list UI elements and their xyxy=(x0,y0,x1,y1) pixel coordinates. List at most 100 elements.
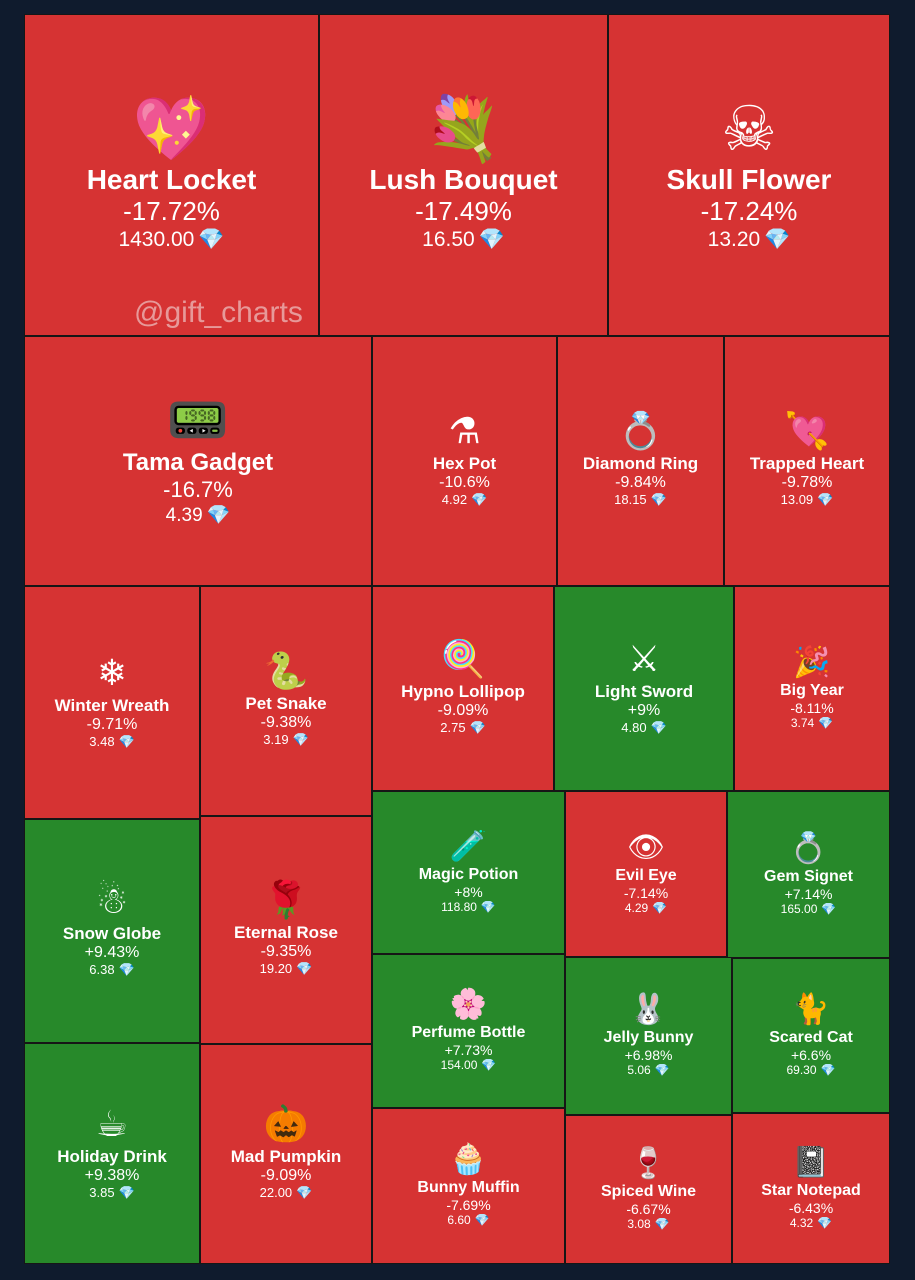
treemap-tile[interactable]: 🌹 Eternal Rose -9.35% 19.20 💎 xyxy=(200,816,372,1044)
tile-change: +9.43% xyxy=(84,944,140,961)
treemap-tile[interactable]: ☃ Snow Globe +9.43% 6.38 💎 xyxy=(24,819,200,1043)
tile-name: Diamond Ring xyxy=(582,454,699,473)
tile-price-value: 1430.00 xyxy=(118,228,195,251)
tile-name: Jelly Bunny xyxy=(603,1029,694,1046)
treemap-tile[interactable]: ⚔ Light Sword +9% 4.80 💎 xyxy=(554,586,734,791)
treemap-tile[interactable]: 📟 Tama Gadget -16.7% 4.39 💎 xyxy=(24,336,372,586)
tile-price: 13.09 💎 xyxy=(781,492,834,508)
tile-name: Heart Locket xyxy=(86,164,257,195)
jelly-bunny-icon: 🐰 xyxy=(629,992,668,1027)
treemap: 💖 Heart Locket -17.72% 1430.00 💎 💐 Lush Bouque… xyxy=(24,14,890,1264)
diamond-icon: 💎 xyxy=(198,227,225,251)
treemap-tile[interactable]: ☠ Skull Flower -17.24% 13.20 💎 xyxy=(608,14,890,336)
tile-price-value: 13.20 xyxy=(707,228,761,251)
tile-name: Winter Wreath xyxy=(54,695,170,715)
muffin-icon: 🧁 xyxy=(449,1142,488,1177)
holiday-drink-icon: ☕ xyxy=(95,1103,129,1145)
tile-change: -17.49% xyxy=(415,196,512,226)
tile-change: -9.35% xyxy=(260,943,312,960)
treemap-tile[interactable]: 🍭 Hypno Lollipop -9.09% 2.75 💎 xyxy=(372,586,554,791)
tile-change: -10.6% xyxy=(439,474,490,491)
diamond-icon: 💎 xyxy=(118,734,135,750)
treemap-tile[interactable]: 💍 Diamond Ring -9.84% 18.15 💎 xyxy=(557,336,724,586)
tile-change: +9.38% xyxy=(84,1166,140,1184)
tile-change: +9% xyxy=(627,701,661,719)
tile-name: Lush Bouquet xyxy=(369,164,558,195)
diamond-icon: 💎 xyxy=(820,1062,836,1077)
tile-name: Big Year xyxy=(780,681,844,699)
treemap-tile[interactable]: ⚗ Hex Pot -10.6% 4.92 💎 xyxy=(372,336,557,586)
tile-name: Scared Cat xyxy=(769,1028,853,1046)
tile-price: 165.00 💎 xyxy=(781,902,837,916)
tile-name: Holiday Drink xyxy=(57,1146,167,1166)
tile-price: 3.08 💎 xyxy=(627,1217,669,1231)
tile-name: Mad Pumpkin xyxy=(230,1147,342,1166)
snow-globe-icon: ☃ xyxy=(95,881,129,922)
cauldron-icon: ⚗ xyxy=(448,411,481,452)
treemap-tile[interactable]: 📓 Star Notepad -6.43% 4.32 💎 xyxy=(732,1113,890,1264)
treemap-tile[interactable]: ❄ Winter Wreath -9.71% 3.48 💎 xyxy=(24,586,200,819)
snake-icon: 🐍 xyxy=(263,651,309,692)
big-year-icon: 🎉 xyxy=(793,644,831,680)
gem-signet-icon: 💍 xyxy=(789,830,828,866)
tile-name: Skull Flower xyxy=(666,164,832,195)
tile-change: +7.14% xyxy=(784,885,833,902)
tile-price: 1430.00 💎 xyxy=(118,227,224,252)
heart-locket-icon: 💖 xyxy=(132,92,211,165)
treemap-tile[interactable]: 🍷 Spiced Wine -6.67% 3.08 💎 xyxy=(565,1115,732,1264)
tile-price-value: 5.06 xyxy=(627,1063,651,1077)
treemap-tile[interactable]: 🐈 Scared Cat +6.6% 69.30 💎 xyxy=(732,958,890,1113)
diamond-icon: 💎 xyxy=(296,962,313,977)
treemap-tile[interactable]: 🎉 Big Year -8.11% 3.74 💎 xyxy=(734,586,890,791)
tile-change: -9.84% xyxy=(615,474,666,491)
treemap-tile[interactable]: 🌸 Perfume Bottle +7.73% 154.00 💎 xyxy=(372,954,565,1108)
tile-price: 4.32 💎 xyxy=(790,1216,832,1230)
tile-price: 69.30 💎 xyxy=(787,1063,836,1077)
tile-price-value: 4.80 xyxy=(621,719,647,735)
potion-icon: 🧪 xyxy=(449,828,488,864)
tile-change: +7.73% xyxy=(444,1042,493,1058)
tile-price: 2.75 💎 xyxy=(440,720,486,736)
treemap-tile[interactable]: 💘 Trapped Heart -9.78% 13.09 💎 xyxy=(724,336,890,586)
diamond-icon: 💎 xyxy=(654,1216,670,1231)
tile-name: Gem Signet xyxy=(764,867,853,885)
tile-price: 5.06 💎 xyxy=(627,1063,669,1077)
eye-icon: 👁 xyxy=(626,830,666,865)
tile-price-value: 2.75 xyxy=(440,719,466,735)
tile-price: 4.39 💎 xyxy=(166,503,231,527)
treemap-tile[interactable]: ☕ Holiday Drink +9.38% 3.85 💎 xyxy=(24,1043,200,1264)
diamond-icon: 💎 xyxy=(478,227,505,251)
treemap-tile[interactable]: 💐 Lush Bouquet -17.49% 16.50 💎 xyxy=(319,14,608,336)
tile-price: 118.80 💎 xyxy=(441,900,496,914)
tile-price-value: 4.32 xyxy=(789,1215,814,1230)
tile-change: -16.7% xyxy=(163,477,233,502)
tile-name: Hypno Lollipop xyxy=(401,681,525,701)
treemap-tile[interactable]: 💖 Heart Locket -17.72% 1430.00 💎 xyxy=(24,14,319,336)
tile-name: Spiced Wine xyxy=(601,1182,696,1200)
treemap-tile[interactable]: 🐍 Pet Snake -9.38% 3.19 💎 xyxy=(200,586,372,816)
watermark: @gift_charts xyxy=(134,296,303,329)
diamond-icon: 💎 xyxy=(118,963,135,978)
tile-price: 4.29 💎 xyxy=(625,901,667,915)
diamond-icon: 💎 xyxy=(206,504,231,526)
tile-change: -6.43% xyxy=(788,1199,834,1216)
tile-price: 16.50 💎 xyxy=(422,227,505,252)
treemap-tile[interactable]: 🐰 Jelly Bunny +6.98% 5.06 💎 xyxy=(565,957,732,1115)
tile-price: 154.00 💎 xyxy=(441,1058,497,1072)
tile-change: +6.98% xyxy=(624,1047,673,1063)
tile-price-value: 4.92 xyxy=(441,492,468,507)
tile-change: -9.09% xyxy=(260,1167,312,1184)
treemap-tile[interactable]: 👁 Evil Eye -7.14% 4.29 💎 xyxy=(565,791,727,957)
treemap-tile[interactable]: 🎃 Mad Pumpkin -9.09% 22.00 💎 xyxy=(200,1044,372,1264)
treemap-tile[interactable]: 💍 Gem Signet +7.14% 165.00 💎 xyxy=(727,791,890,958)
tile-price-value: 3.85 xyxy=(89,1184,115,1200)
tile-name: Hex Pot xyxy=(432,454,497,473)
trapped-heart-icon: 💘 xyxy=(784,411,830,452)
tile-name: Light Sword xyxy=(594,681,694,701)
tile-change: -9.71% xyxy=(86,715,138,733)
tile-name: Pet Snake xyxy=(245,694,327,713)
tile-change: -8.11% xyxy=(790,699,834,716)
treemap-tile[interactable]: 🧁 Bunny Muffin -7.69% 6.60 💎 xyxy=(372,1108,565,1264)
diamond-icon: 💎 xyxy=(481,1058,497,1072)
treemap-tile[interactable]: 🧪 Magic Potion +8% 118.80 💎 xyxy=(372,791,565,954)
